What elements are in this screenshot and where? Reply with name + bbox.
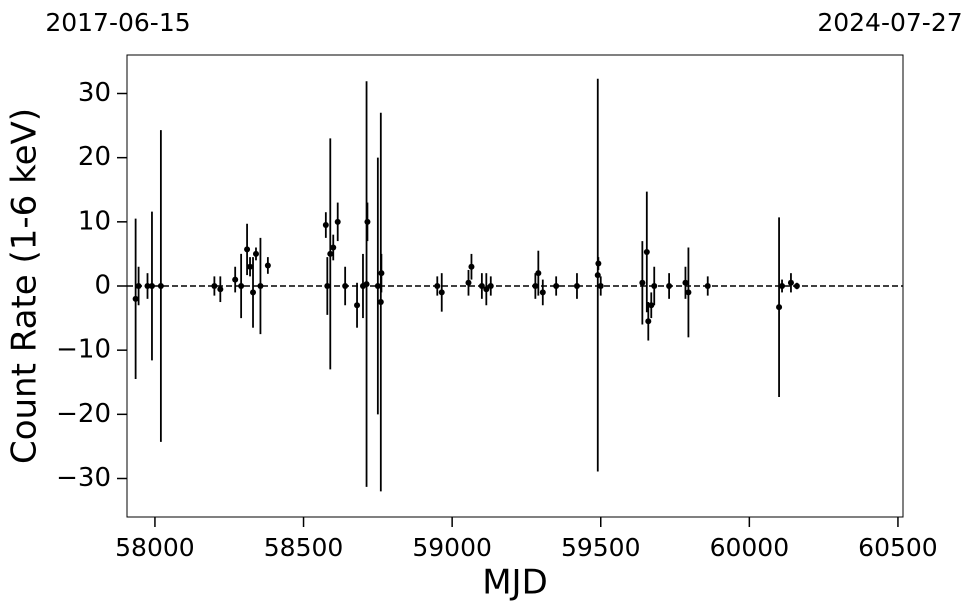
y-tick-label: 0 — [94, 271, 111, 301]
data-point — [354, 302, 361, 309]
data-point — [211, 283, 218, 289]
data-point — [377, 299, 384, 306]
data-point — [779, 283, 786, 289]
data-point — [776, 304, 783, 311]
y-tick-label: 30 — [78, 78, 111, 108]
data-point — [132, 295, 139, 302]
x-tick-label: 59000 — [412, 533, 492, 562]
y-tick-label: −30 — [56, 463, 111, 493]
data-point — [334, 218, 341, 225]
data-point — [465, 279, 472, 286]
data-point — [264, 262, 271, 269]
data-point — [487, 283, 494, 289]
data-point — [250, 289, 257, 296]
x-tick-label: 58000 — [115, 533, 195, 562]
y-tick-label: −20 — [56, 399, 111, 429]
data-point — [468, 263, 475, 270]
data-point — [478, 283, 485, 289]
y-tick-label: 10 — [78, 206, 111, 236]
data-point — [244, 246, 251, 253]
data-point — [787, 279, 794, 286]
data-point — [597, 283, 604, 289]
data-point — [483, 286, 490, 293]
data-point — [238, 283, 245, 289]
data-point — [793, 283, 800, 289]
data-point — [651, 283, 658, 289]
x-tick-label: 59500 — [561, 533, 641, 562]
data-point — [682, 279, 689, 286]
y-tick-label: −10 — [56, 335, 111, 365]
data-point — [434, 283, 441, 289]
data-point — [648, 302, 655, 309]
data-point — [639, 279, 646, 286]
data-point — [148, 283, 155, 289]
data-point — [685, 289, 692, 296]
data-point — [144, 283, 151, 289]
data-point — [330, 244, 337, 251]
data-point — [217, 286, 224, 293]
x-tick-label: 58500 — [264, 533, 344, 562]
data-point — [666, 283, 673, 289]
data-point — [594, 272, 601, 279]
x-tick-label: 60500 — [858, 533, 938, 562]
data-point — [374, 283, 381, 289]
data-point — [539, 289, 546, 296]
data-point — [322, 222, 329, 229]
y-tick-label: 20 — [78, 142, 111, 172]
data-point — [704, 283, 711, 289]
data-point — [324, 283, 331, 289]
data-point — [247, 263, 254, 270]
data-point — [573, 283, 580, 289]
data-point — [363, 281, 370, 288]
data-point — [643, 248, 650, 255]
data-point — [378, 270, 385, 277]
top-label: 2024-07-27 — [817, 8, 962, 37]
data-point — [535, 270, 542, 277]
x-axis-label: MJD — [482, 563, 548, 603]
data-point — [532, 283, 539, 289]
data-point — [364, 218, 371, 225]
data-point — [257, 283, 264, 289]
data-point — [595, 260, 602, 267]
x-tick-label: 60000 — [710, 533, 790, 562]
data-point — [327, 250, 334, 257]
data-point — [645, 318, 652, 325]
top-label: 2017-06-15 — [45, 8, 190, 37]
data-point — [252, 250, 259, 257]
data-point — [157, 283, 164, 289]
data-point — [232, 276, 239, 283]
data-point — [342, 283, 349, 289]
y-axis-label: Count Rate (1-6 keV) — [5, 108, 45, 464]
data-point — [135, 283, 142, 289]
data-point — [553, 283, 560, 289]
data-point — [438, 289, 445, 296]
